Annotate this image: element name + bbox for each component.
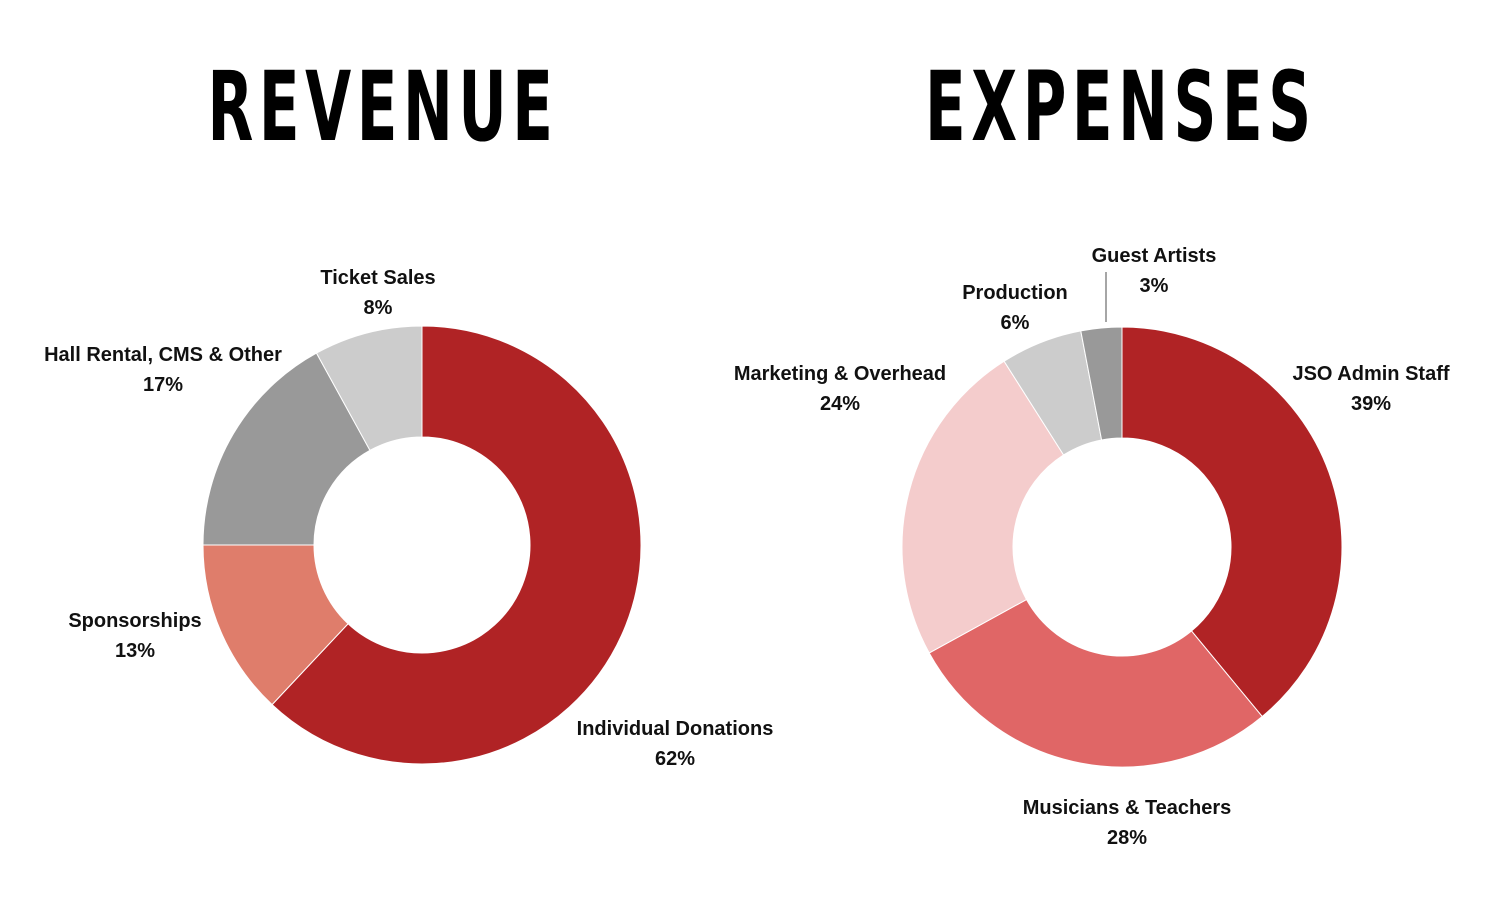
expenses-title: EXPENSES xyxy=(925,51,1317,163)
slice-musicians-teachers xyxy=(928,598,1263,768)
label-sponsorships: Sponsorships 13% xyxy=(68,610,201,662)
label-percent: 3% xyxy=(1140,275,1169,297)
label-name: Sponsorships xyxy=(68,610,201,632)
label-name: Individual Donations xyxy=(577,718,774,740)
label-percent: 8% xyxy=(364,297,393,319)
label-percent: 13% xyxy=(115,640,155,662)
label-ticket-sales: Ticket Sales 8% xyxy=(320,267,435,319)
revenue-title: REVENUE xyxy=(207,51,559,163)
expenses-donut-chart: JSO Admin Staff 39% Musicians & Teachers 28… xyxy=(734,245,1450,849)
label-name: JSO Admin Staff xyxy=(1292,363,1449,385)
label-marketing-overhead: Marketing & Overhead 24% xyxy=(734,363,946,415)
label-production: Production 6% xyxy=(962,282,1068,334)
slice-ticket-sales xyxy=(315,325,423,452)
label-musicians-teachers: Musicians & Teachers 28% xyxy=(1023,797,1232,849)
slice-guest-artists xyxy=(1080,326,1123,441)
label-name: Guest Artists xyxy=(1092,245,1217,267)
label-name: Ticket Sales xyxy=(320,267,435,289)
label-name: Production xyxy=(962,282,1068,304)
label-percent: 39% xyxy=(1351,393,1391,415)
slice-hall-rental-cms-other xyxy=(202,352,371,546)
label-jso-admin-staff: JSO Admin Staff 39% xyxy=(1292,363,1449,415)
slice-jso-admin-staff xyxy=(1121,326,1343,718)
label-name: Hall Rental, CMS & Other xyxy=(44,344,282,366)
label-name: Marketing & Overhead xyxy=(734,363,946,385)
label-guest-artists: Guest Artists 3% xyxy=(1092,245,1217,297)
label-name: Musicians & Teachers xyxy=(1023,797,1232,819)
label-percent: 24% xyxy=(820,393,860,415)
label-individual-donations: Individual Donations 62% xyxy=(577,718,774,770)
label-percent: 17% xyxy=(143,374,183,396)
label-percent: 62% xyxy=(655,748,695,770)
revenue-donut-chart: Individual Donations 62% Sponsorships 13% Ha… xyxy=(44,267,773,770)
label-percent: 28% xyxy=(1107,827,1147,849)
slice-marketing-overhead xyxy=(901,360,1065,654)
label-hall-rental-cms-other: Hall Rental, CMS & Other 17% xyxy=(44,344,282,396)
slice-individual-donations xyxy=(271,325,642,765)
label-percent: 6% xyxy=(1001,312,1030,334)
